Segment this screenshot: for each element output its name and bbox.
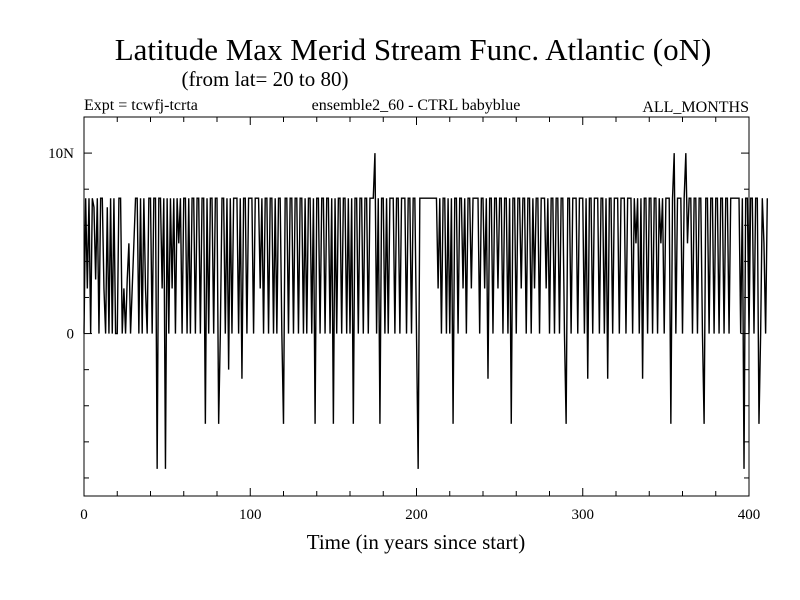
chart-title: Latitude Max Merid Stream Func. Atlantic…	[115, 32, 712, 67]
x-tick-label: 0	[80, 507, 88, 523]
period-label: ALL_MONTHS	[642, 99, 749, 116]
x-axis-label: Time (in years since start)	[307, 530, 526, 554]
chart-subtitle: (from lat= 20 to 80)	[182, 67, 349, 91]
x-axis-ticks	[83, 117, 750, 496]
x-tick-label: 200	[405, 507, 428, 523]
x-tick-label: 400	[738, 507, 761, 523]
y-tick-label: 10N	[48, 146, 74, 162]
series-line	[83, 153, 768, 469]
y-axis-tick-labels: 0 10N	[48, 146, 74, 342]
x-axis-tick-labels: 0 100 200 300 400	[80, 507, 760, 523]
expt-label: Expt = tcwfj-tcrta	[84, 97, 198, 114]
run-label: ensemble2_60 - CTRL babyblue	[312, 97, 521, 114]
x-tick-label: 100	[239, 507, 262, 523]
y-tick-label: 0	[67, 327, 75, 343]
x-tick-label: 300	[572, 507, 595, 523]
